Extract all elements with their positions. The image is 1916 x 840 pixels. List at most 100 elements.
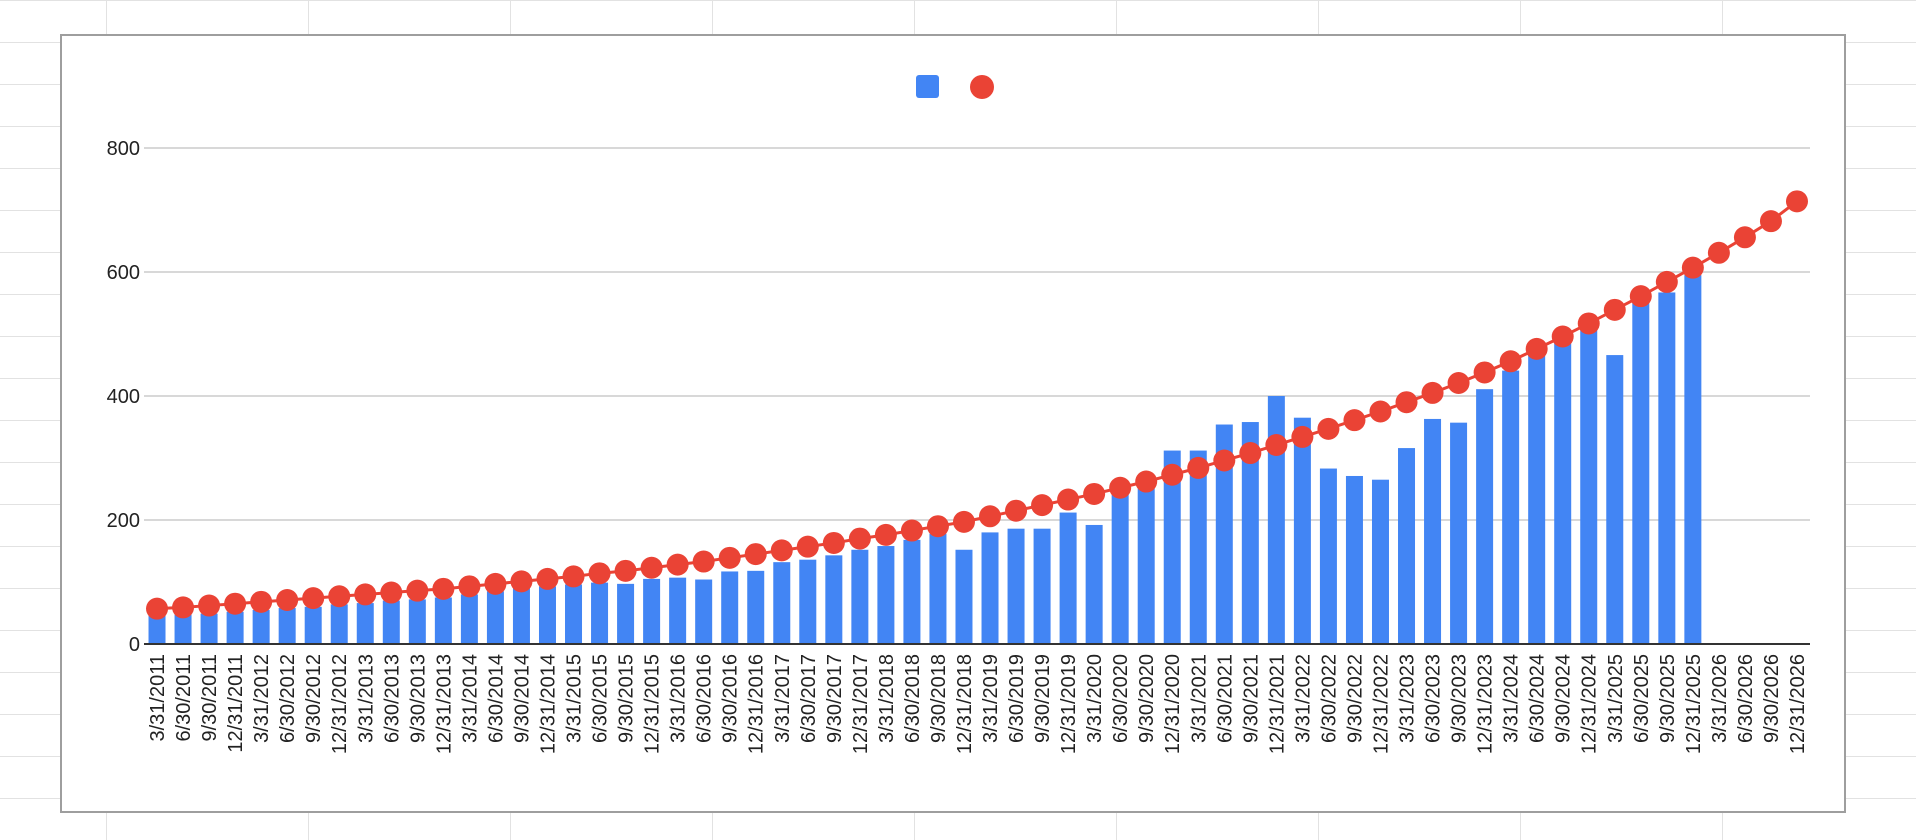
x-tick-label: 6/30/2013 [381,654,403,743]
bar [200,613,218,644]
chart-card: 0 200 400 600 800 3/31/2011 6/30/2011 9/30/201… [60,34,1846,813]
legend [916,75,994,99]
x-axis-ticks: 3/31/2011 6/30/2011 9/30/2011 12/31/2011 3/3… [147,654,1809,754]
x-tick-label: 3/31/2022 [1292,654,1314,743]
x-tick-label: 3/31/2026 [1709,654,1731,743]
bar [1606,355,1624,644]
line-point [458,575,481,598]
y-tick-label: 0 [129,634,140,656]
legend-line-swatch [970,75,994,99]
x-tick-label: 12/31/2014 [537,654,559,754]
x-tick-label: 9/30/2023 [1449,654,1471,743]
x-tick-label: 3/31/2019 [980,654,1002,743]
x-tick-label: 12/31/2023 [1475,654,1497,754]
x-tick-label: 9/30/2014 [511,654,533,743]
x-tick-label: 3/31/2015 [564,654,586,743]
bar [226,611,244,644]
x-tick-label: 9/30/2011 [199,654,221,742]
x-tick-label: 12/31/2019 [1058,654,1080,754]
line-point [1473,361,1496,384]
line-point [1707,241,1730,264]
bar [252,609,270,644]
line-point [666,553,689,576]
bar [1033,528,1051,644]
x-tick-label: 3/31/2018 [876,654,898,743]
x-tick-label: 6/30/2020 [1110,654,1132,743]
y-tick-label: 200 [107,510,140,532]
line-point [1369,400,1392,423]
bar [1319,468,1337,644]
line-point [796,535,819,558]
bar [1398,448,1416,644]
bar [643,578,661,644]
line-point [1421,381,1444,404]
x-tick-label: 6/30/2023 [1423,654,1445,743]
x-tick-label: 6/30/2016 [694,654,716,743]
legend-bar-swatch [916,75,939,98]
x-tick-label: 12/31/2015 [642,654,664,754]
x-tick-label: 9/30/2019 [1032,654,1054,743]
line-point [1317,417,1340,440]
x-tick-label: 12/31/2025 [1683,654,1705,754]
x-tick-label: 6/30/2021 [1214,654,1236,743]
line-point [1655,270,1678,293]
x-tick-label: 9/30/2015 [616,654,638,743]
line-point [562,565,585,588]
line-point [276,588,299,611]
line-point [692,550,715,573]
line-point [1785,190,1808,213]
line-point [874,523,897,546]
x-tick-label: 12/31/2018 [954,654,976,754]
line-point [640,556,663,579]
x-tick-label: 3/31/2016 [668,654,690,743]
bar [565,584,583,644]
x-tick-label: 3/31/2017 [772,654,794,743]
x-tick-label: 6/30/2026 [1735,654,1757,743]
bar [1424,418,1442,644]
bar [1163,450,1181,644]
line-point [1213,449,1236,472]
bar [512,588,530,644]
bar [877,546,895,644]
bar [1085,524,1103,644]
bar [903,539,921,644]
bar [799,559,817,644]
bar [825,555,843,644]
line-point [1447,371,1470,394]
line-point [822,531,845,554]
bar [1215,424,1233,644]
line-point [536,567,559,590]
bar [929,533,947,644]
bar [278,608,296,644]
bar [617,583,635,644]
x-tick-label: 12/31/2022 [1370,654,1392,754]
line-point [146,597,169,620]
line-point [510,570,533,593]
x-tick-label: 9/30/2024 [1553,654,1575,743]
x-tick-label: 6/30/2011 [173,654,195,742]
line-point [1395,391,1418,414]
line-point [1265,433,1288,456]
bar [174,614,192,644]
line-point [1005,499,1028,522]
series-line [156,200,1798,611]
bar [1189,450,1207,644]
bar [981,532,999,644]
line-point [1083,482,1106,505]
bar [1059,512,1077,644]
line-point [1031,494,1054,517]
line-point [250,590,273,613]
line-point [1681,256,1704,279]
line-point [484,572,507,595]
bar [1241,422,1259,644]
line-point [224,592,247,615]
bar [1293,417,1311,644]
bar [747,570,765,644]
line-point [1161,463,1184,486]
x-tick-label: 3/31/2011 [147,654,169,742]
bar [1345,475,1363,644]
bar [1137,484,1155,644]
line-point [1629,285,1652,308]
x-tick-label: 9/30/2012 [303,654,325,743]
